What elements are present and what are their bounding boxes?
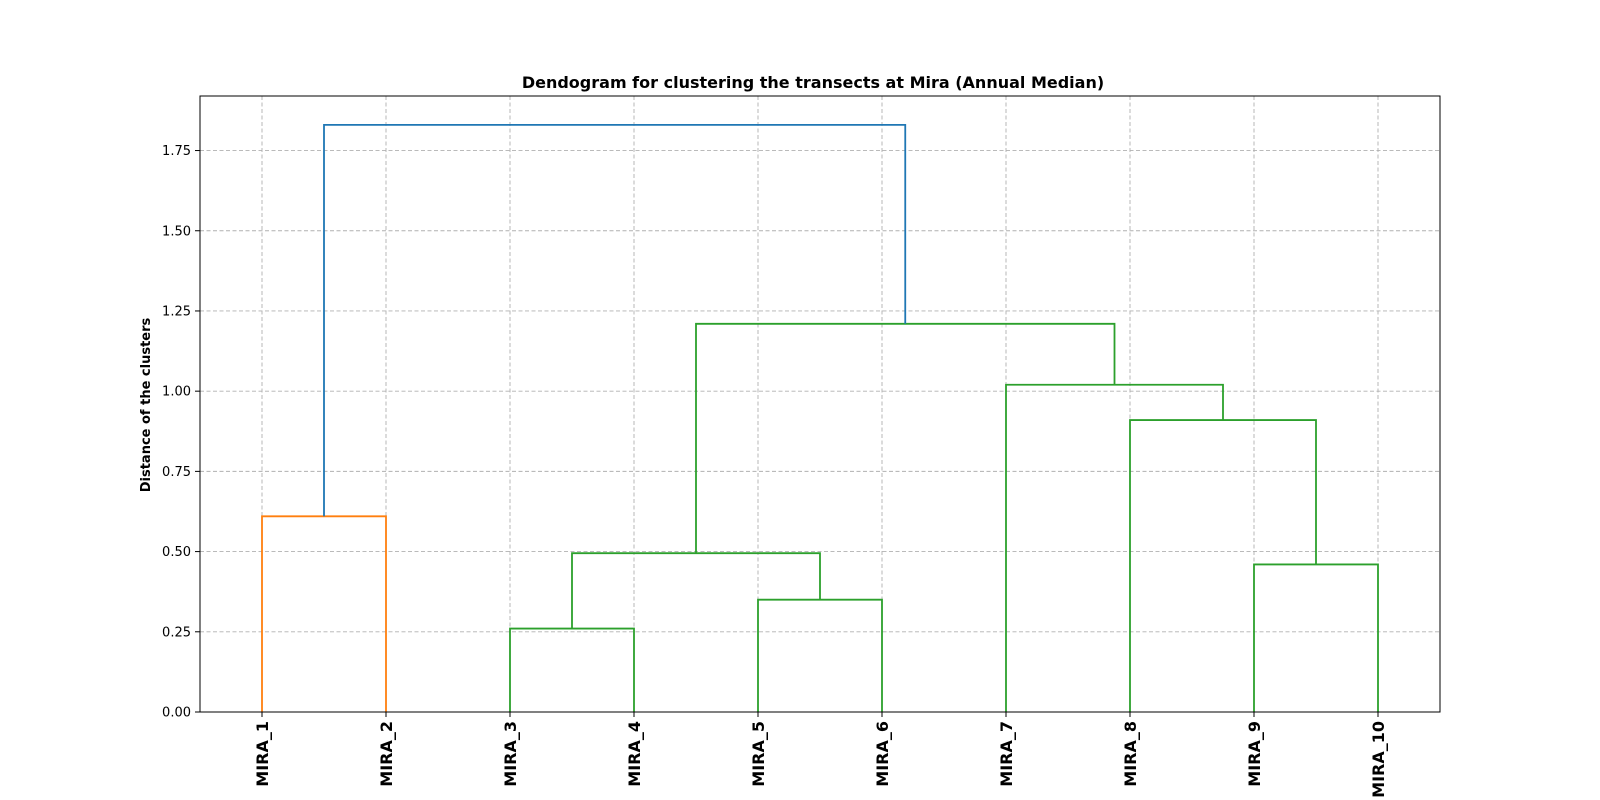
dendrogram-link [323,123,907,517]
leaf-label: MIRA_10 [1369,721,1388,798]
chart-title: Dendogram for clustering the transects a… [522,73,1104,92]
y-tick-label: 1.75 [162,144,191,159]
dendrogram-link [509,627,635,712]
dendrogram-link [757,598,883,712]
dendrogram-link [1129,419,1317,712]
leaf-label: MIRA_4 [625,721,644,787]
leaf-label: MIRA_3 [501,721,520,787]
leaf-label: MIRA_1 [253,721,272,787]
y-tick-label: 1.00 [162,385,191,400]
y-tick-label: 1.50 [162,224,191,239]
dendrogram-link [261,515,387,712]
y-tick-label: 0.00 [162,706,191,721]
dendrogram-links [261,123,1379,712]
leaf-label: MIRA_6 [873,721,892,787]
y-tick-label: 0.25 [162,625,191,640]
dendrogram-link [695,322,1116,554]
y-axis-label: Distance of the clusters [139,317,154,492]
y-tick-label: 1.25 [162,304,191,319]
y-tick-label: 0.75 [162,465,191,480]
dendrogram-link [1005,383,1224,712]
y-tick-label: 0.50 [162,545,191,560]
leaf-label: MIRA_5 [749,721,768,787]
dendrogram-link [571,552,821,629]
axis-ticks: 0.00 0.25 0.50 0.75 1.00 1.25 1.50 1.75 MIRA_1 MI… [162,144,1388,798]
leaf-label: MIRA_7 [997,721,1016,787]
leaf-label: MIRA_8 [1121,721,1140,787]
leaf-label: MIRA_9 [1245,721,1264,787]
grid-lines [200,96,1440,713]
leaf-label: MIRA_2 [377,721,396,787]
plot-frame [199,95,1441,713]
dendrogram-link [1253,563,1379,712]
